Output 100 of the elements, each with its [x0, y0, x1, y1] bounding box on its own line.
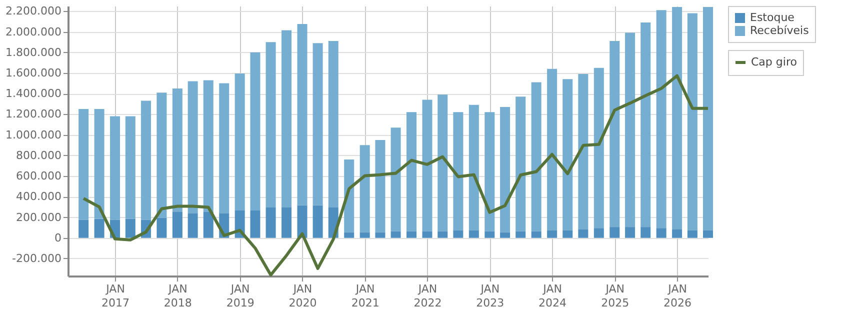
bar — [203, 212, 214, 238]
bar — [516, 96, 526, 232]
bar — [578, 229, 588, 238]
bar — [328, 41, 338, 208]
line-series — [82, 74, 710, 276]
bar — [594, 68, 604, 228]
bar — [640, 227, 651, 238]
bar — [266, 207, 276, 238]
y-tick-label: 0 — [54, 231, 62, 244]
bar — [375, 140, 386, 232]
bar — [360, 232, 370, 238]
x-tick-label: JAN 2022 — [414, 282, 442, 310]
legend-label: Estoque — [750, 11, 795, 24]
bar — [250, 210, 260, 238]
bar — [484, 112, 495, 232]
bar — [312, 205, 323, 238]
y-tick-label: 600.000 — [16, 170, 62, 183]
bar — [468, 230, 479, 238]
bar — [156, 218, 167, 238]
bar — [578, 74, 588, 230]
bar — [547, 68, 558, 230]
bar — [672, 7, 682, 230]
bar — [172, 88, 182, 212]
x-tick-label: JAN 2019 — [226, 282, 254, 310]
bar — [250, 52, 260, 211]
x-tick-label: JAN 2018 — [164, 282, 192, 310]
y-tick-label: 2.200.000 — [6, 4, 62, 18]
bar — [703, 7, 713, 230]
x-tick-label: JAN 2024 — [538, 282, 567, 310]
bar — [703, 230, 713, 238]
bar — [282, 207, 292, 238]
y-tick-label: -200.000 — [12, 252, 62, 265]
bar — [422, 100, 432, 232]
x-tick-label: JAN 2023 — [476, 282, 504, 310]
bar — [516, 231, 526, 238]
bar — [297, 24, 308, 206]
bar — [610, 227, 620, 238]
x-tick-label: JAN 2025 — [601, 282, 630, 310]
y-tick-label: 1.800.000 — [6, 46, 62, 59]
bar — [375, 232, 386, 238]
bar — [78, 220, 89, 238]
y-tick-label: 400.000 — [16, 190, 62, 204]
bar — [390, 231, 401, 238]
bar — [156, 92, 167, 218]
y-tick-label: 1.200.000 — [6, 108, 62, 121]
bar — [188, 213, 198, 238]
bar — [656, 10, 666, 228]
bar — [610, 41, 620, 228]
bar — [438, 231, 448, 238]
bar — [360, 145, 370, 232]
bar — [344, 232, 354, 238]
bar — [140, 100, 151, 220]
bar — [594, 228, 604, 238]
bar — [562, 79, 573, 230]
bar — [625, 227, 636, 238]
legend-label: Recebíveis — [750, 24, 810, 37]
bar — [125, 116, 136, 219]
bar — [312, 43, 323, 206]
bar — [125, 218, 136, 238]
bar — [625, 32, 636, 228]
x-tick-label: JAN 2020 — [288, 282, 317, 310]
y-tick-label: 2.000.000 — [6, 25, 62, 38]
x-tick-label: JAN 2021 — [351, 282, 380, 310]
bar — [297, 205, 308, 238]
y-tick-label: 200.000 — [16, 210, 62, 224]
bar — [438, 94, 448, 232]
bar — [203, 80, 214, 212]
bar — [390, 128, 401, 232]
bar — [94, 218, 104, 238]
bar — [687, 230, 698, 238]
bar — [484, 231, 495, 238]
y-tick-label: 1.000.000 — [6, 128, 62, 142]
bar — [219, 83, 230, 214]
bar — [531, 82, 542, 232]
bar — [422, 231, 432, 238]
bar — [500, 106, 510, 232]
legend-label: Cap giro — [751, 56, 798, 68]
bar — [94, 109, 104, 219]
y-tick-label: 1.600.000 — [6, 66, 62, 80]
bar — [687, 13, 698, 230]
bar — [547, 230, 558, 238]
x-tick-label: JAN 2017 — [102, 282, 130, 310]
bar — [234, 74, 245, 211]
bar — [453, 112, 464, 230]
bar — [656, 228, 666, 238]
y-tick-label: 800.000 — [16, 148, 62, 162]
bar — [468, 104, 479, 230]
bar — [188, 81, 198, 214]
bar — [78, 109, 89, 220]
y-tick-label: 1.400.000 — [6, 87, 62, 100]
bar — [640, 22, 651, 228]
bar — [562, 230, 573, 238]
bar — [266, 42, 276, 208]
x-tick-label: JAN 2026 — [664, 282, 692, 310]
bar — [406, 112, 417, 232]
bar — [172, 212, 182, 238]
bar — [453, 230, 464, 238]
bar — [531, 231, 542, 238]
bar — [344, 160, 354, 232]
bar — [110, 116, 120, 220]
